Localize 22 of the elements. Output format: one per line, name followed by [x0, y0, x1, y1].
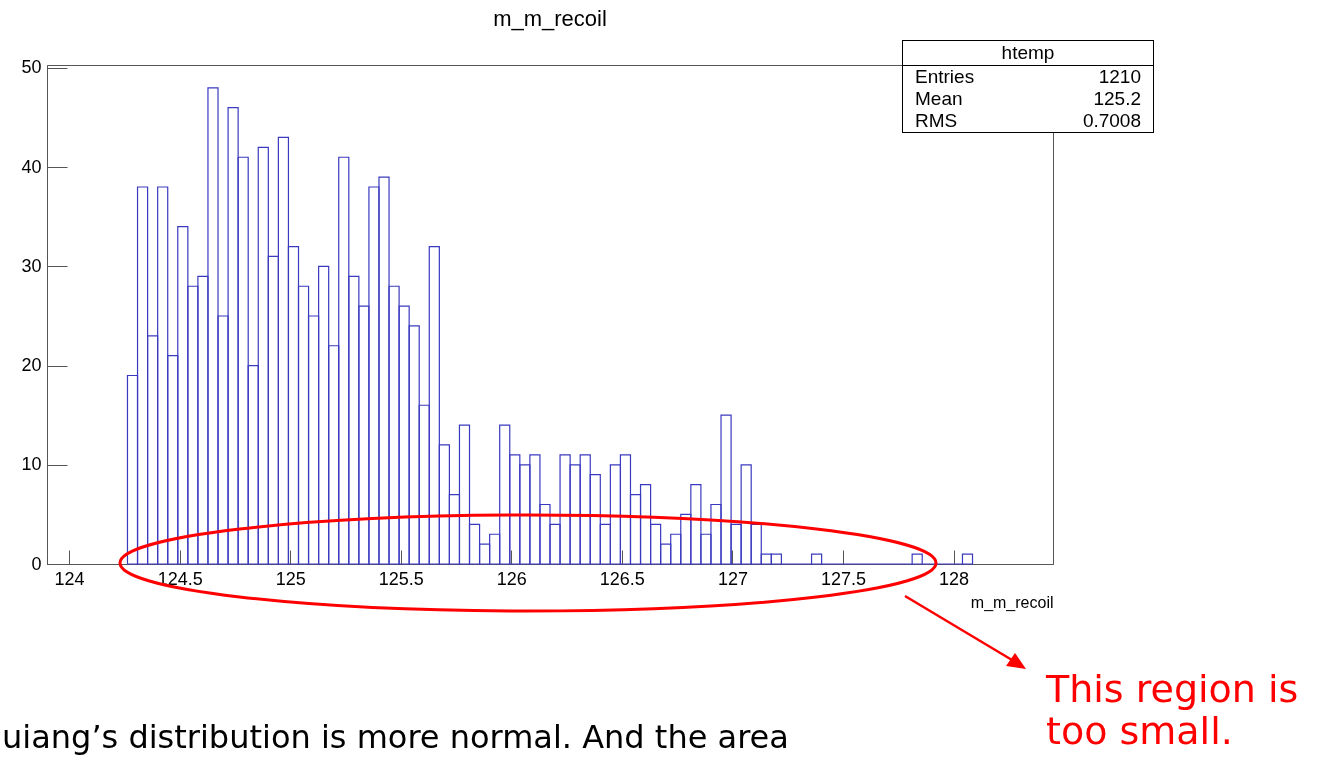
chart-title: m_m_recoil: [493, 5, 607, 31]
text: This region is too small.: [1046, 667, 1300, 753]
x-tick-label: 124: [54, 568, 85, 589]
text: uiang’s distribution is more normal. And the area: [2, 718, 789, 756]
y-tick-label: 10: [21, 454, 42, 475]
annotation: Mean: [915, 88, 963, 110]
y-tick-label: 0: [31, 553, 42, 574]
x-tick-label: 126.5: [599, 568, 645, 589]
x-tick-label: 127.5: [820, 568, 866, 589]
x-tick-label: 128: [938, 568, 970, 589]
x-tick-label: 125: [275, 568, 306, 589]
y-tick-label: 30: [21, 255, 42, 276]
y-tick-label: 20: [21, 355, 42, 376]
x-tick-label: 127: [717, 568, 748, 589]
x-axis-title: m_m_recoil: [970, 593, 1054, 612]
y-tick-label: 50: [21, 57, 42, 78]
y-tick-label: 40: [21, 156, 42, 177]
statistics-box: htemp Entries 1210 Mean 125.2 RMS 0.7008: [902, 40, 1154, 133]
annotation: Entries: [915, 66, 975, 88]
x-tick-label: 125.5: [378, 568, 424, 589]
x-tick-label: 126: [496, 568, 527, 589]
annotation: RMS: [915, 110, 958, 132]
